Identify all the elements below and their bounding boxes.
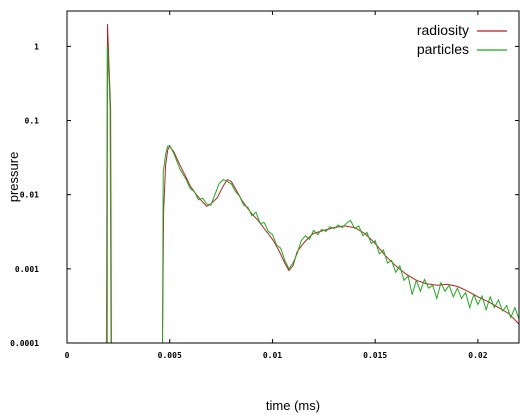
y-tick-label-0.0001: 0.0001: [10, 339, 39, 348]
y-tick-label-1: 1: [34, 42, 39, 51]
y-axis-label: pressure: [6, 152, 21, 203]
y-tick-label-0.01: 0.01: [20, 191, 39, 200]
y-tick-label-0.1: 0.1: [25, 117, 40, 126]
x-tick-label-0.015: 0.015: [363, 351, 387, 360]
series-layer: [105, 24, 520, 344]
series-line-radiosity: [106, 24, 520, 344]
ticks-layer: 0 0.005 0.01 0.015 0.02 0.0001 0.001 0.01 0.1 1: [10, 11, 519, 360]
plot-frame: [66, 10, 520, 344]
x-tick-label-0.005: 0.005: [158, 351, 182, 360]
x-tick-label-0.01: 0.01: [263, 351, 282, 360]
x-tick-label-0.02: 0.02: [468, 351, 487, 360]
legend: radiosity particles: [417, 22, 507, 57]
legend-label-radiosity: radiosity: [417, 22, 469, 38]
x-tick-label-0: 0: [65, 351, 70, 360]
series-line-particles: [105, 46, 520, 344]
legend-label-particles: particles: [417, 41, 469, 57]
x-axis-label: time (ms): [266, 398, 320, 413]
y-tick-label-0.001: 0.001: [15, 265, 39, 274]
